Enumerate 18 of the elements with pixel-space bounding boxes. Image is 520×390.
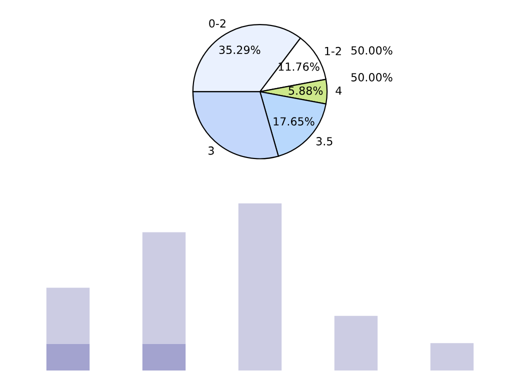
slice-label: 3 xyxy=(208,146,214,155)
data-label: 11.76% xyxy=(278,62,320,71)
slice-label: 3.5 xyxy=(316,137,332,146)
text: 50.00% xyxy=(351,73,392,82)
bar xyxy=(430,343,474,370)
bar xyxy=(142,232,186,344)
slice-label: 4 xyxy=(336,86,342,95)
data-label: 17.65% xyxy=(274,117,314,126)
bar xyxy=(238,203,282,370)
data-label: 5.88% xyxy=(288,86,323,95)
data-label: 35.29% xyxy=(219,46,260,54)
slice-label: 1-2 xyxy=(325,46,341,56)
slice-label: 0-2 xyxy=(209,19,226,28)
bar xyxy=(142,344,186,370)
bar xyxy=(46,288,90,344)
bar xyxy=(46,344,90,370)
text: 50.00% xyxy=(351,46,392,55)
bar xyxy=(334,316,378,370)
